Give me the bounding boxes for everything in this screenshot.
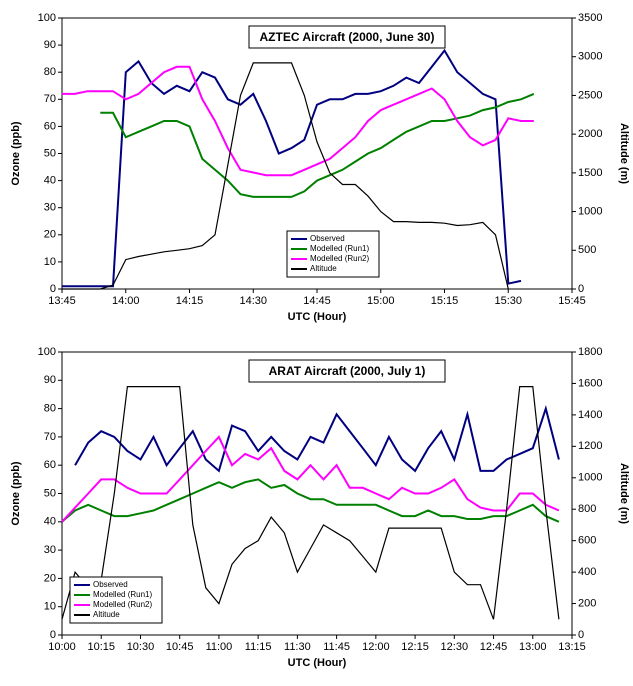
y-axis-title: Ozone (ppb) <box>10 121 22 185</box>
x-tick-label: 12:30 <box>441 641 469 653</box>
y2-tick-label: 200 <box>578 597 596 609</box>
y-tick-label: 60 <box>44 459 56 471</box>
x-tick-label: 15:15 <box>431 295 459 307</box>
chart-title: AZTEC Aircraft (2000, June 30) <box>260 30 435 44</box>
y-tick-label: 70 <box>44 93 56 105</box>
y-tick-label: 10 <box>44 601 56 613</box>
y-tick-label: 20 <box>44 229 56 241</box>
x-tick-label: 11:45 <box>323 641 350 653</box>
series-line <box>62 48 522 288</box>
y-tick-label: 50 <box>44 487 56 499</box>
y2-tick-label: 0 <box>578 283 584 295</box>
y2-tick-label: 1200 <box>578 440 602 452</box>
y2-tick-label: 1400 <box>578 409 602 421</box>
y2-tick-label: 400 <box>578 566 596 578</box>
x-tick-label: 11:00 <box>206 641 233 653</box>
y-tick-label: 40 <box>44 175 56 187</box>
x-axis-title: UTC (Hour) <box>288 311 347 323</box>
y-tick-label: 30 <box>44 544 56 556</box>
legend-label: Observed <box>310 234 345 243</box>
x-tick-label: 13:45 <box>48 295 76 307</box>
x-tick-label: 14:45 <box>303 295 331 307</box>
y2-tick-label: 600 <box>578 535 596 547</box>
x-tick-label: 14:15 <box>176 295 204 307</box>
y-tick-label: 10 <box>44 256 56 268</box>
legend-label: Altitude <box>93 610 120 619</box>
series-line <box>61 386 560 620</box>
x-tick-label: 10:30 <box>127 641 155 653</box>
legend-label: Modelled (Run2) <box>310 254 369 263</box>
legend-label: Modelled (Run1) <box>93 590 152 599</box>
y-tick-label: 80 <box>44 403 56 415</box>
y-tick-label: 80 <box>44 66 56 78</box>
x-tick-label: 15:00 <box>367 295 395 307</box>
y-tick-label: 40 <box>44 516 56 528</box>
x-tick-label: 13:15 <box>558 641 586 653</box>
series-line <box>61 478 560 523</box>
x-tick-label: 13:00 <box>519 641 547 653</box>
chart-title: ARAT Aircraft (2000, July 1) <box>269 364 426 378</box>
y2-tick-label: 1000 <box>578 205 602 217</box>
x-tick-label: 10:15 <box>87 641 115 653</box>
series-line <box>61 435 560 523</box>
x-tick-label: 10:00 <box>48 641 76 653</box>
y2-tick-label: 2000 <box>578 128 602 140</box>
x-tick-label: 15:30 <box>494 295 522 307</box>
x-tick-label: 14:30 <box>239 295 267 307</box>
legend-label: Observed <box>93 580 128 589</box>
y2-tick-label: 2500 <box>578 89 602 101</box>
y2-axis-title: Altitude (m) <box>618 463 630 524</box>
y2-tick-label: 3500 <box>578 12 602 24</box>
y-tick-label: 70 <box>44 431 56 443</box>
y-tick-label: 0 <box>50 629 56 641</box>
series-line <box>62 65 534 177</box>
series-line <box>62 62 509 290</box>
x-tick-label: 12:15 <box>401 641 429 653</box>
x-tick-label: 12:00 <box>362 641 390 653</box>
y-tick-label: 90 <box>44 39 56 51</box>
y2-tick-label: 0 <box>578 629 584 641</box>
y2-axis-title: Altitude (m) <box>618 123 630 184</box>
y-tick-label: 20 <box>44 572 56 584</box>
y-tick-label: 30 <box>44 202 56 214</box>
y2-tick-label: 1600 <box>578 377 602 389</box>
legend-label: Modelled (Run2) <box>93 600 152 609</box>
y2-tick-label: 1500 <box>578 167 602 179</box>
x-tick-label: 12:45 <box>480 641 508 653</box>
x-tick-label: 15:45 <box>558 295 586 307</box>
y-tick-label: 90 <box>44 374 56 386</box>
x-tick-label: 14:00 <box>112 295 140 307</box>
x-tick-label: 10:45 <box>166 641 194 653</box>
y-tick-label: 100 <box>38 12 56 24</box>
series-line <box>100 92 535 198</box>
y-tick-label: 60 <box>44 120 56 132</box>
title-box <box>248 25 446 49</box>
y-axis-title: Ozone (ppb) <box>10 461 22 525</box>
y-tick-label: 50 <box>44 147 56 159</box>
y2-tick-label: 3000 <box>578 51 602 63</box>
y2-tick-label: 1800 <box>578 346 602 358</box>
legend-label: Modelled (Run1) <box>310 244 369 253</box>
y2-tick-label: 800 <box>578 503 596 515</box>
y2-tick-label: 500 <box>578 244 596 256</box>
legend-label: Altitude <box>310 264 337 273</box>
y-tick-label: 0 <box>50 283 56 295</box>
x-tick-label: 11:30 <box>284 641 311 653</box>
series-line <box>74 405 560 473</box>
y-tick-label: 100 <box>38 346 56 358</box>
title-box <box>248 359 446 383</box>
y2-tick-label: 1000 <box>578 472 602 484</box>
x-tick-label: 11:15 <box>245 641 272 653</box>
x-axis-title: UTC (Hour) <box>288 657 347 669</box>
